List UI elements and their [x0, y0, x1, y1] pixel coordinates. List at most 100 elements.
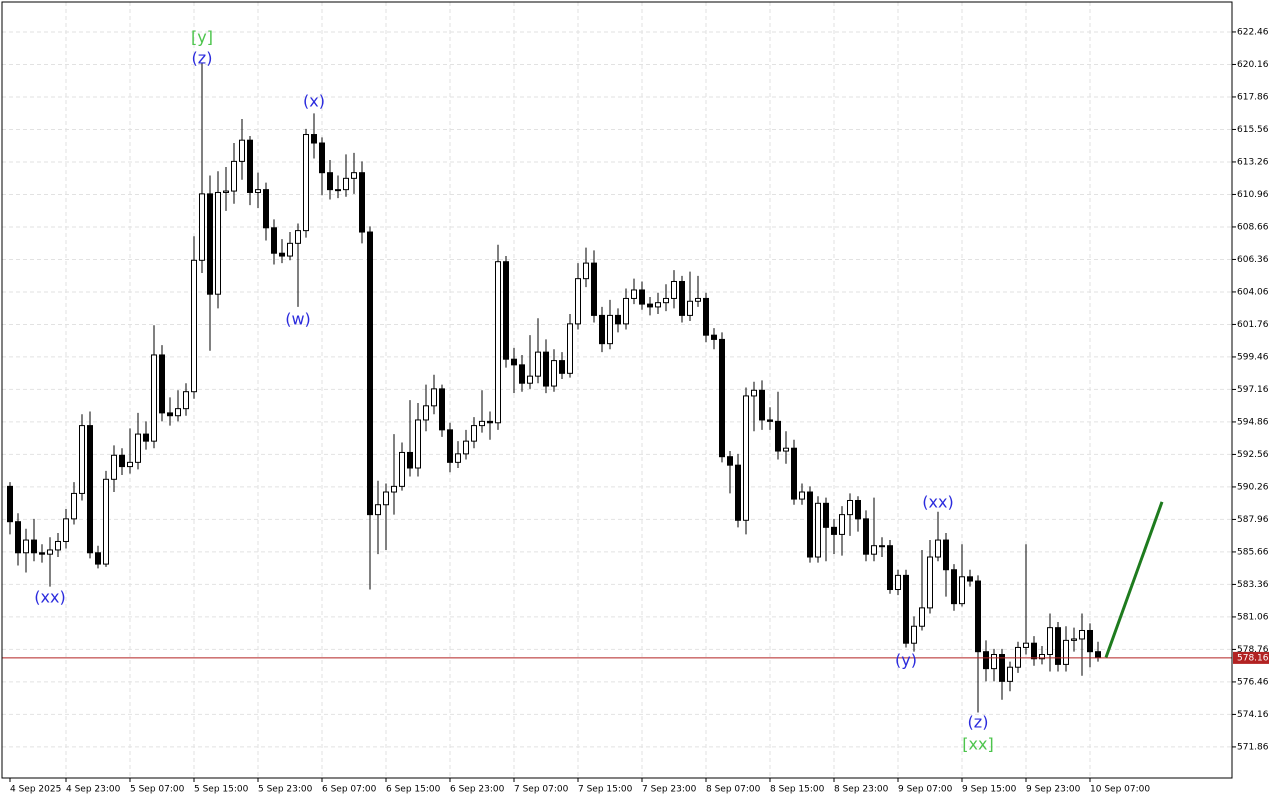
candle-body — [271, 227, 277, 254]
candle-body — [575, 278, 581, 325]
candle-body — [447, 429, 453, 463]
candle-body — [95, 552, 101, 565]
x-tick-label: 9 Sep 15:00 — [962, 785, 1017, 795]
candle-body — [295, 230, 301, 244]
candle-body — [751, 389, 757, 397]
candle-body — [863, 518, 869, 555]
candle-body — [143, 433, 149, 442]
candle-body — [583, 262, 589, 280]
candle-body — [735, 464, 741, 521]
x-tick-label: 7 Sep 23:00 — [642, 785, 697, 795]
candle-body — [503, 261, 509, 360]
candle-body — [599, 314, 605, 345]
candle-body — [687, 300, 693, 316]
candle-body — [655, 302, 661, 308]
candle-body — [15, 521, 21, 554]
wave-label: (xx) — [34, 588, 65, 607]
candle-body — [759, 389, 765, 421]
candle-body — [1055, 627, 1061, 665]
candle-body — [135, 433, 141, 463]
candle-body — [559, 360, 565, 374]
candle-body — [359, 172, 365, 233]
candle-body — [215, 191, 221, 295]
candle-body — [431, 388, 437, 407]
candle-body — [551, 360, 557, 387]
candle-body — [63, 518, 69, 542]
y-tick-label: 599.46 — [1237, 352, 1269, 362]
candle-body — [775, 420, 781, 452]
candle-body — [407, 451, 413, 469]
y-tick-label: 571.86 — [1237, 742, 1269, 752]
x-tick-label: 4 Sep 2025 — [10, 785, 61, 795]
x-tick-label: 6 Sep 23:00 — [450, 785, 505, 795]
y-tick-label: 576.46 — [1237, 677, 1269, 687]
candle-body — [967, 576, 973, 582]
candle-body — [823, 502, 829, 528]
candle-body — [1031, 642, 1037, 660]
candle-body — [879, 545, 885, 548]
wave-label: (z) — [968, 713, 989, 732]
y-tick-label: 613.26 — [1237, 157, 1269, 167]
candle-body — [855, 499, 861, 520]
candle-body — [31, 539, 37, 554]
y-tick-label: 592.56 — [1237, 450, 1269, 460]
candle-body — [663, 297, 669, 304]
candle-body — [319, 142, 325, 174]
candle-body — [839, 514, 845, 535]
candle-body — [1063, 639, 1069, 665]
candle-body — [151, 354, 157, 442]
candle-body — [159, 354, 165, 414]
wave-label: [y] — [191, 28, 213, 47]
axes: 622.46 620.16 617.86 615.56 613.26 610.96 608.… — [9, 27, 1269, 795]
x-tick-label: 8 Sep 07:00 — [706, 785, 761, 795]
candle-body — [487, 420, 493, 424]
candle-body — [111, 454, 117, 480]
y-tick-label: 583.36 — [1237, 580, 1269, 590]
plot: (xx) [y] (z) (x) (w) (xx) (y) (z) [xx] — [2, 28, 1232, 754]
x-tick-label: 4 Sep 23:00 — [66, 785, 121, 795]
candle-body — [911, 625, 917, 644]
y-tick-label: 620.16 — [1237, 60, 1269, 70]
candle-body — [975, 580, 981, 653]
y-tick-label: 587.96 — [1237, 515, 1269, 525]
wave-label: (xx) — [922, 493, 953, 512]
candle-body — [287, 242, 293, 257]
x-tick-label: 9 Sep 23:00 — [1026, 785, 1081, 795]
x-tick-label: 6 Sep 07:00 — [322, 785, 377, 795]
candle-body — [983, 651, 989, 670]
candle-body — [743, 395, 749, 521]
candle-body — [807, 491, 813, 558]
candle-body — [727, 456, 733, 466]
candle-body — [167, 412, 173, 417]
y-tick-label: 604.06 — [1237, 287, 1269, 297]
candle-body — [927, 556, 933, 609]
candle-body — [455, 453, 461, 463]
candle-body — [367, 231, 373, 516]
candle-body — [943, 539, 949, 571]
x-tick-label: 6 Sep 15:00 — [386, 785, 441, 795]
wave-label: (w) — [285, 310, 311, 329]
x-tick-label: 7 Sep 07:00 — [514, 785, 569, 795]
candle-body — [1039, 654, 1045, 660]
candle-body — [199, 193, 205, 261]
candle-body — [831, 526, 837, 535]
candle-body — [999, 654, 1005, 682]
candle-body — [335, 189, 341, 192]
wave-label: (x) — [303, 92, 325, 111]
y-tick-label: 601.76 — [1237, 320, 1269, 330]
candle-body — [535, 351, 541, 377]
y-tick-label: 590.26 — [1237, 482, 1269, 492]
candle-body — [567, 323, 573, 374]
wave-label: (y) — [895, 651, 917, 670]
candle-body — [607, 314, 613, 345]
candle-body — [103, 478, 109, 565]
candle-body — [951, 569, 957, 605]
y-tick-label: 608.66 — [1237, 222, 1269, 232]
candle-body — [423, 405, 429, 421]
candle-body — [1023, 642, 1029, 648]
plot-frame — [1, 1, 1233, 779]
candle-body — [647, 303, 653, 308]
candle-body — [783, 447, 789, 452]
candle-body — [47, 549, 53, 555]
